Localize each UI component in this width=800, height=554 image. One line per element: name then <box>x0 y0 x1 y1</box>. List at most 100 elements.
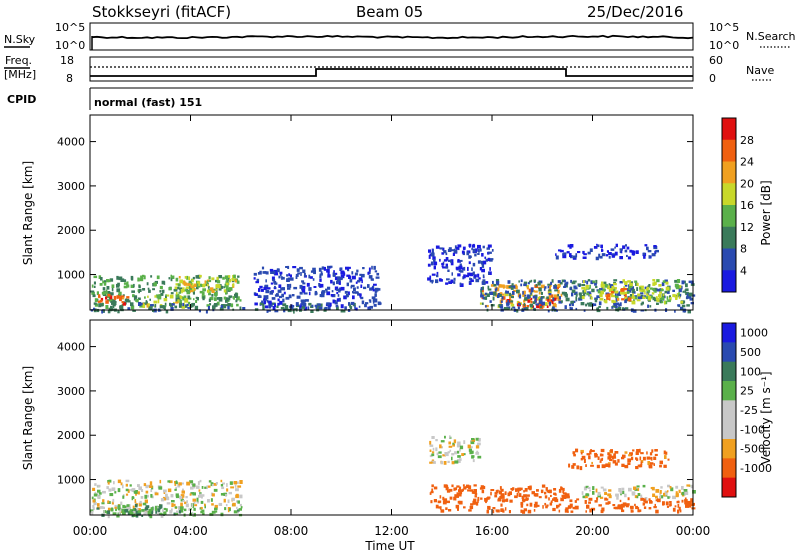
power-echo-6 <box>478 249 480 253</box>
power-echo-9 <box>509 293 512 296</box>
velocity-echo-4 <box>508 510 511 514</box>
velocity-echo-0 <box>117 479 122 484</box>
power-echo-5 <box>371 285 375 290</box>
velocity-echo-8 <box>596 464 600 469</box>
power-echo-0 <box>223 286 225 289</box>
power-echo-10 <box>680 300 684 304</box>
velocity-echo-6 <box>690 484 693 489</box>
velocity-echo-2 <box>237 509 240 512</box>
power-echo-9 <box>688 292 693 297</box>
freq-trace <box>90 68 693 77</box>
power-echo-5 <box>321 266 325 270</box>
colorbar-tick-label: 1000 <box>740 327 768 340</box>
power-echo-5 <box>330 279 333 284</box>
velocity-echo-7 <box>653 506 657 509</box>
power-echo-5 <box>322 292 325 295</box>
power-echo-5 <box>373 300 377 303</box>
velocity-echo-5 <box>472 501 476 505</box>
nsearch-label: N.Search <box>746 30 796 43</box>
power-echo-5 <box>353 287 356 292</box>
power-echo-6 <box>441 265 444 268</box>
velocity-echo-6 <box>669 486 672 489</box>
power-echo-9 <box>578 298 583 301</box>
power-echo-9 <box>596 295 601 299</box>
power-ylabel: Slant Range [km] <box>21 161 35 265</box>
power-echo-9 <box>588 303 593 307</box>
power-echo-6 <box>428 255 431 259</box>
power-echo-3 <box>210 287 214 291</box>
power-echo-10 <box>676 293 679 297</box>
colorbar-segment <box>722 226 736 249</box>
velocity-echo-8 <box>653 463 655 466</box>
power-echo-9 <box>501 296 504 300</box>
colorbar-tick-label: -100 <box>740 423 765 436</box>
power-colorbar-label: Power [dB] <box>759 180 773 245</box>
power-echo-12 <box>605 254 609 257</box>
velocity-echo-2 <box>229 508 231 512</box>
power-echo-0 <box>216 297 219 300</box>
velocity-echo-0 <box>106 486 109 490</box>
velocity-echo-7 <box>637 507 640 511</box>
power-echo-0 <box>133 283 135 288</box>
power-echo-4 <box>223 304 228 307</box>
velocity-echo-3 <box>467 444 471 449</box>
velocity-echo-2 <box>107 510 111 515</box>
power-echo-5 <box>327 272 330 276</box>
power-echo-0 <box>92 294 96 298</box>
velocity-echo-5 <box>439 495 442 499</box>
power-echo-6 <box>461 250 465 254</box>
power-echo-5 <box>295 302 299 306</box>
velocity-echo-8 <box>597 456 600 460</box>
power-echo-10 <box>665 286 670 291</box>
velocity-echo-5 <box>458 486 462 490</box>
velocity-echo-4 <box>558 503 562 506</box>
velocity-echo-0 <box>163 489 167 493</box>
power-echo-5 <box>287 265 290 269</box>
velocity-echo-8 <box>663 450 666 455</box>
velocity-echo-6 <box>620 492 622 496</box>
velocity-echo-0 <box>207 499 210 503</box>
power-echo-10 <box>676 279 681 283</box>
power-echo-5 <box>334 286 339 291</box>
power-echo-2 <box>182 296 185 301</box>
power-echo-9 <box>552 306 555 309</box>
velocity-echo-5 <box>457 508 459 511</box>
velocity-echo-4 <box>485 501 487 504</box>
velocity-echo-2 <box>209 512 214 516</box>
power-echo-6 <box>439 258 441 262</box>
power-echo-5 <box>286 284 290 288</box>
power-echo-2 <box>154 295 157 298</box>
power-echo-12 <box>655 249 659 253</box>
velocity-echo-6 <box>587 486 591 489</box>
power-echo-9 <box>564 305 567 309</box>
velocity-echo-8 <box>605 463 609 467</box>
velocity-echo-6 <box>616 496 619 500</box>
velocity-echo-7 <box>630 509 633 513</box>
colorbar-segment <box>722 161 736 184</box>
velocity-echo-8 <box>627 458 631 463</box>
power-echo-5 <box>281 293 284 298</box>
power-echo-9 <box>490 304 495 307</box>
velocity-echo-7 <box>643 506 647 509</box>
velocity-echo-0 <box>101 502 105 505</box>
power-echo-12 <box>583 253 587 256</box>
velocity-echo-4 <box>499 486 502 490</box>
power-echo-10 <box>678 291 680 296</box>
velocity-echo-5 <box>442 496 445 501</box>
velocity-echo-8 <box>617 459 620 463</box>
power-echo-9 <box>510 307 513 311</box>
power-echo-4 <box>148 307 153 310</box>
power-echo-0 <box>103 282 107 286</box>
power-echo-12 <box>631 250 634 254</box>
power-echo-5 <box>351 284 355 287</box>
power-echo-5 <box>253 272 257 276</box>
velocity-echo-0 <box>160 498 165 502</box>
velocity-echo-0 <box>196 497 199 502</box>
power-echo-9 <box>578 284 581 287</box>
power-echo-9 <box>618 306 622 311</box>
velocity-echo-3 <box>477 442 481 446</box>
velocity-echo-4 <box>516 492 519 497</box>
velocity-echo-7 <box>657 498 661 503</box>
velocity-echo-3 <box>471 438 475 441</box>
velocity-echo-5 <box>463 506 466 509</box>
